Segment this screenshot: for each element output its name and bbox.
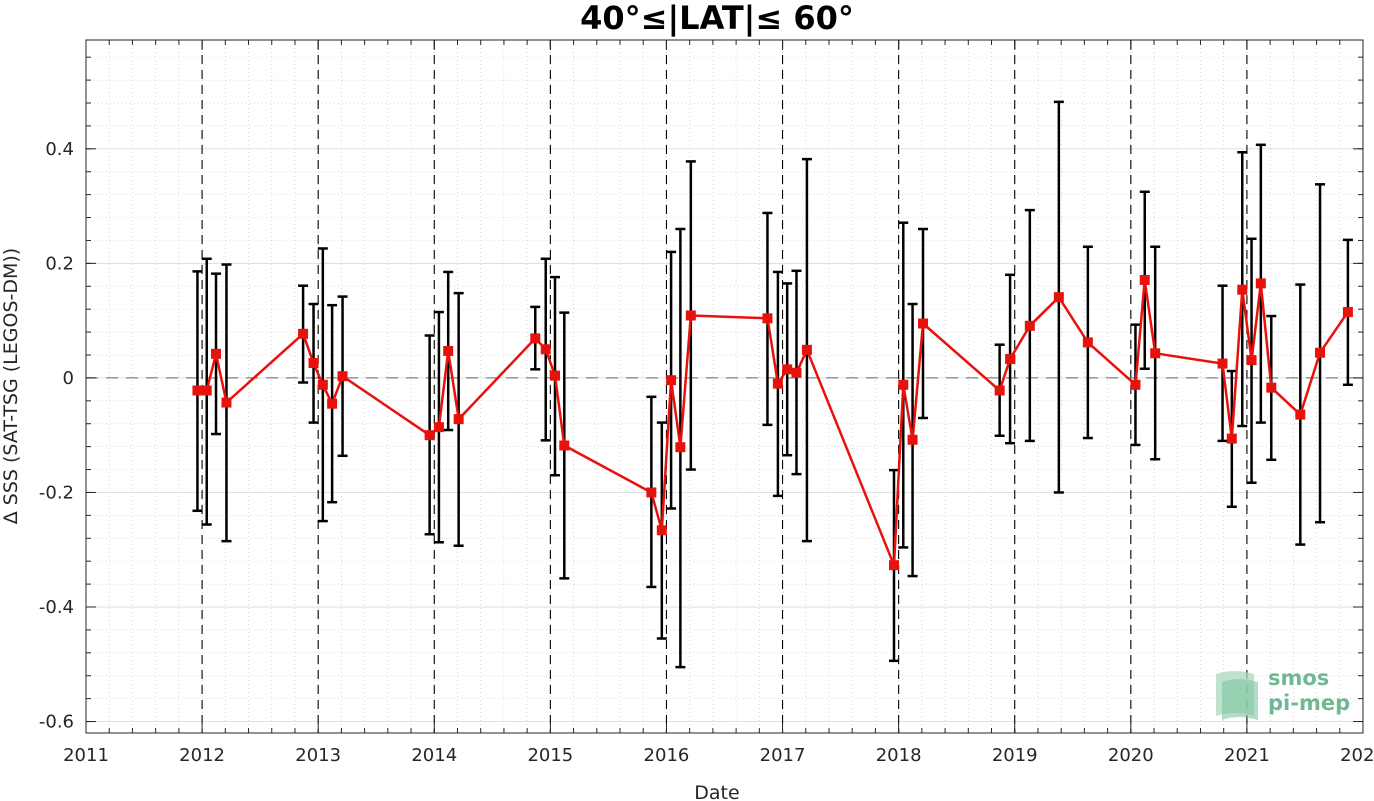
x-tick-label: 2016 (644, 745, 690, 766)
grid-minor (85, 40, 1364, 733)
y-axis-label: Δ SSS (SAT-TSG (LEGOS-DM)) (0, 248, 22, 524)
y-tick-label: 0 (63, 368, 74, 389)
data-point (1005, 354, 1016, 365)
data-point (530, 333, 541, 344)
data-point (211, 348, 222, 359)
data-point (1295, 409, 1306, 420)
plot-frame (85, 39, 1364, 734)
data-point (540, 344, 551, 355)
x-tick-label: 2018 (876, 745, 922, 766)
data-point (782, 364, 793, 375)
data-point (1139, 274, 1150, 285)
y-tick-label: -0.4 (39, 597, 74, 618)
x-tick-label: 2011 (63, 745, 109, 766)
data-point (298, 328, 309, 339)
x-tick-label: 2019 (992, 745, 1038, 766)
y-tick-labels: 0.4 0.2 0 -0.2 -0.4 -0.6 (39, 139, 74, 733)
data-point (453, 414, 464, 425)
errorbars (192, 100, 1353, 669)
data-point (1246, 355, 1257, 366)
data-point (443, 345, 454, 356)
data-point (1315, 347, 1326, 358)
x-tick-labels: 2011 2012 2013 2014 2015 2016 2017 2018 2019 2020… (63, 745, 1374, 766)
data-point (1266, 382, 1277, 393)
grid-major (86, 148, 1363, 722)
data-point (317, 379, 328, 390)
x-tick-label: 2020 (1108, 745, 1154, 766)
data-point (907, 434, 918, 445)
logo-wave-icon-2 (1222, 679, 1258, 720)
data-point (550, 370, 561, 381)
data-point (888, 560, 899, 571)
data-point (327, 398, 338, 409)
data-point (192, 385, 203, 396)
logo-text-smos: smos (1268, 666, 1329, 690)
data-point (1342, 307, 1353, 318)
watermark-logo: smos pi-mep (1216, 666, 1350, 720)
data-point (646, 487, 657, 498)
data-point (994, 385, 1005, 396)
series-markers (192, 274, 1353, 571)
data-point (1024, 320, 1035, 331)
data-point (656, 525, 667, 536)
data-point (666, 375, 677, 386)
data-point (308, 358, 319, 369)
x-tick-label: 2014 (411, 745, 457, 766)
axis-ticks (85, 40, 1364, 733)
data-point (1082, 337, 1093, 348)
data-point (675, 442, 686, 453)
data-point (1255, 278, 1266, 289)
y-tick-label: -0.2 (39, 482, 74, 503)
data-point (337, 371, 348, 382)
data-point (424, 430, 435, 441)
data-point (918, 318, 929, 329)
logo-text-pimep: pi-mep (1268, 691, 1350, 715)
data-point (1130, 379, 1141, 390)
data-point (1226, 433, 1237, 444)
x-tick-label: 2015 (527, 745, 573, 766)
x-tick-label: 2021 (1224, 745, 1270, 766)
data-point (221, 397, 232, 408)
data-point (1150, 348, 1161, 359)
x-tick-label: 2017 (760, 745, 806, 766)
x-tick-label: 2013 (295, 745, 341, 766)
y-tick-label: 0.4 (45, 139, 74, 160)
data-point (559, 440, 570, 451)
data-point (201, 385, 212, 396)
data-point (791, 367, 802, 378)
data-point (433, 422, 444, 433)
y-tick-label: -0.6 (39, 712, 74, 733)
data-point (1237, 284, 1248, 295)
data-point (685, 310, 696, 321)
data-point (772, 378, 783, 389)
x-tick-label: 2012 (179, 745, 225, 766)
data-point (898, 379, 909, 390)
x-tick-label: 2022 (1340, 745, 1374, 766)
data-point (762, 313, 773, 324)
data-point (801, 344, 812, 355)
data-point (1217, 358, 1228, 369)
chart-title: 40°≤|LAT|≤ 60° (580, 0, 854, 38)
y-tick-label: 0.2 (45, 253, 74, 274)
x-axis-label: Date (694, 782, 739, 801)
data-point (1053, 292, 1064, 303)
series-line (197, 278, 1349, 567)
